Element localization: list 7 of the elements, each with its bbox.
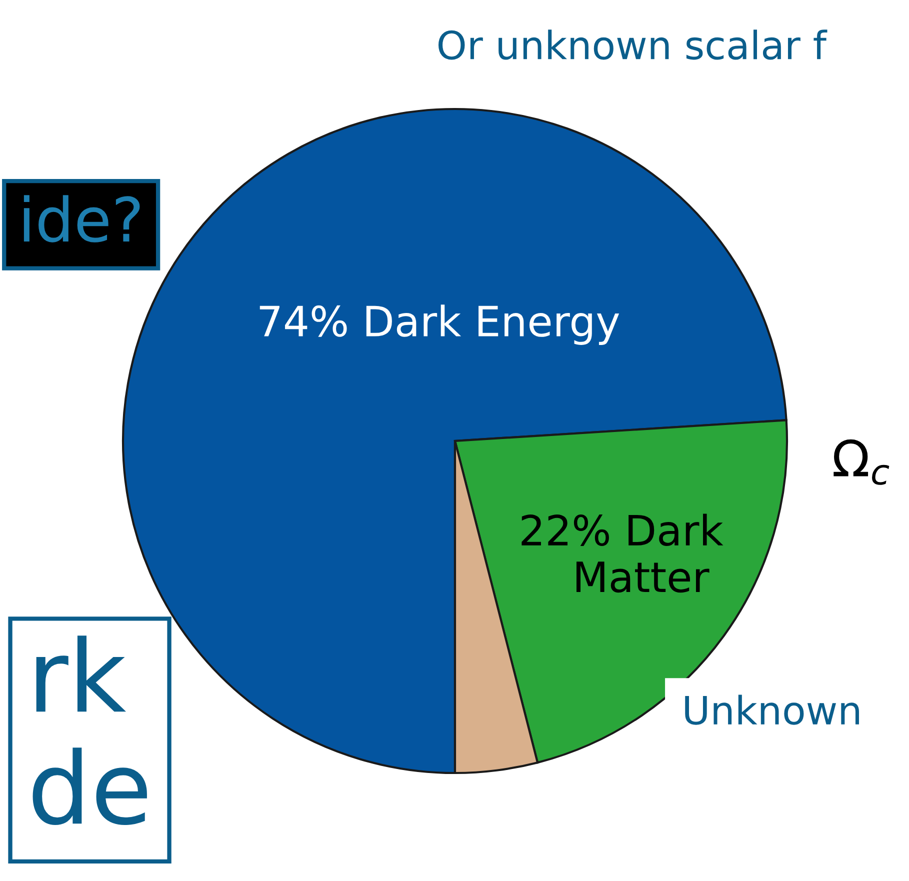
text: Unknown	[685, 694, 859, 725]
text: Ω$_{c}$	[834, 439, 890, 485]
text: Or unknown scalar f	[438, 30, 828, 60]
text: ide?	[24, 195, 140, 242]
text: rk de	[32, 636, 147, 826]
data-label: 22% Dark Matter	[522, 514, 724, 593]
data-label: 74% Dark Energy	[260, 304, 620, 345]
